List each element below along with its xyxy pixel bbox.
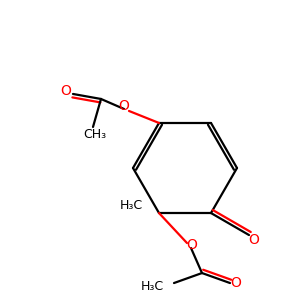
Text: CH₃: CH₃ [83, 128, 106, 142]
Text: H₃C: H₃C [120, 199, 143, 212]
Text: O: O [61, 84, 71, 98]
Text: H₃C: H₃C [141, 280, 164, 292]
Text: O: O [187, 238, 197, 252]
Text: O: O [118, 99, 129, 113]
Text: O: O [249, 233, 260, 247]
Text: O: O [231, 276, 242, 290]
